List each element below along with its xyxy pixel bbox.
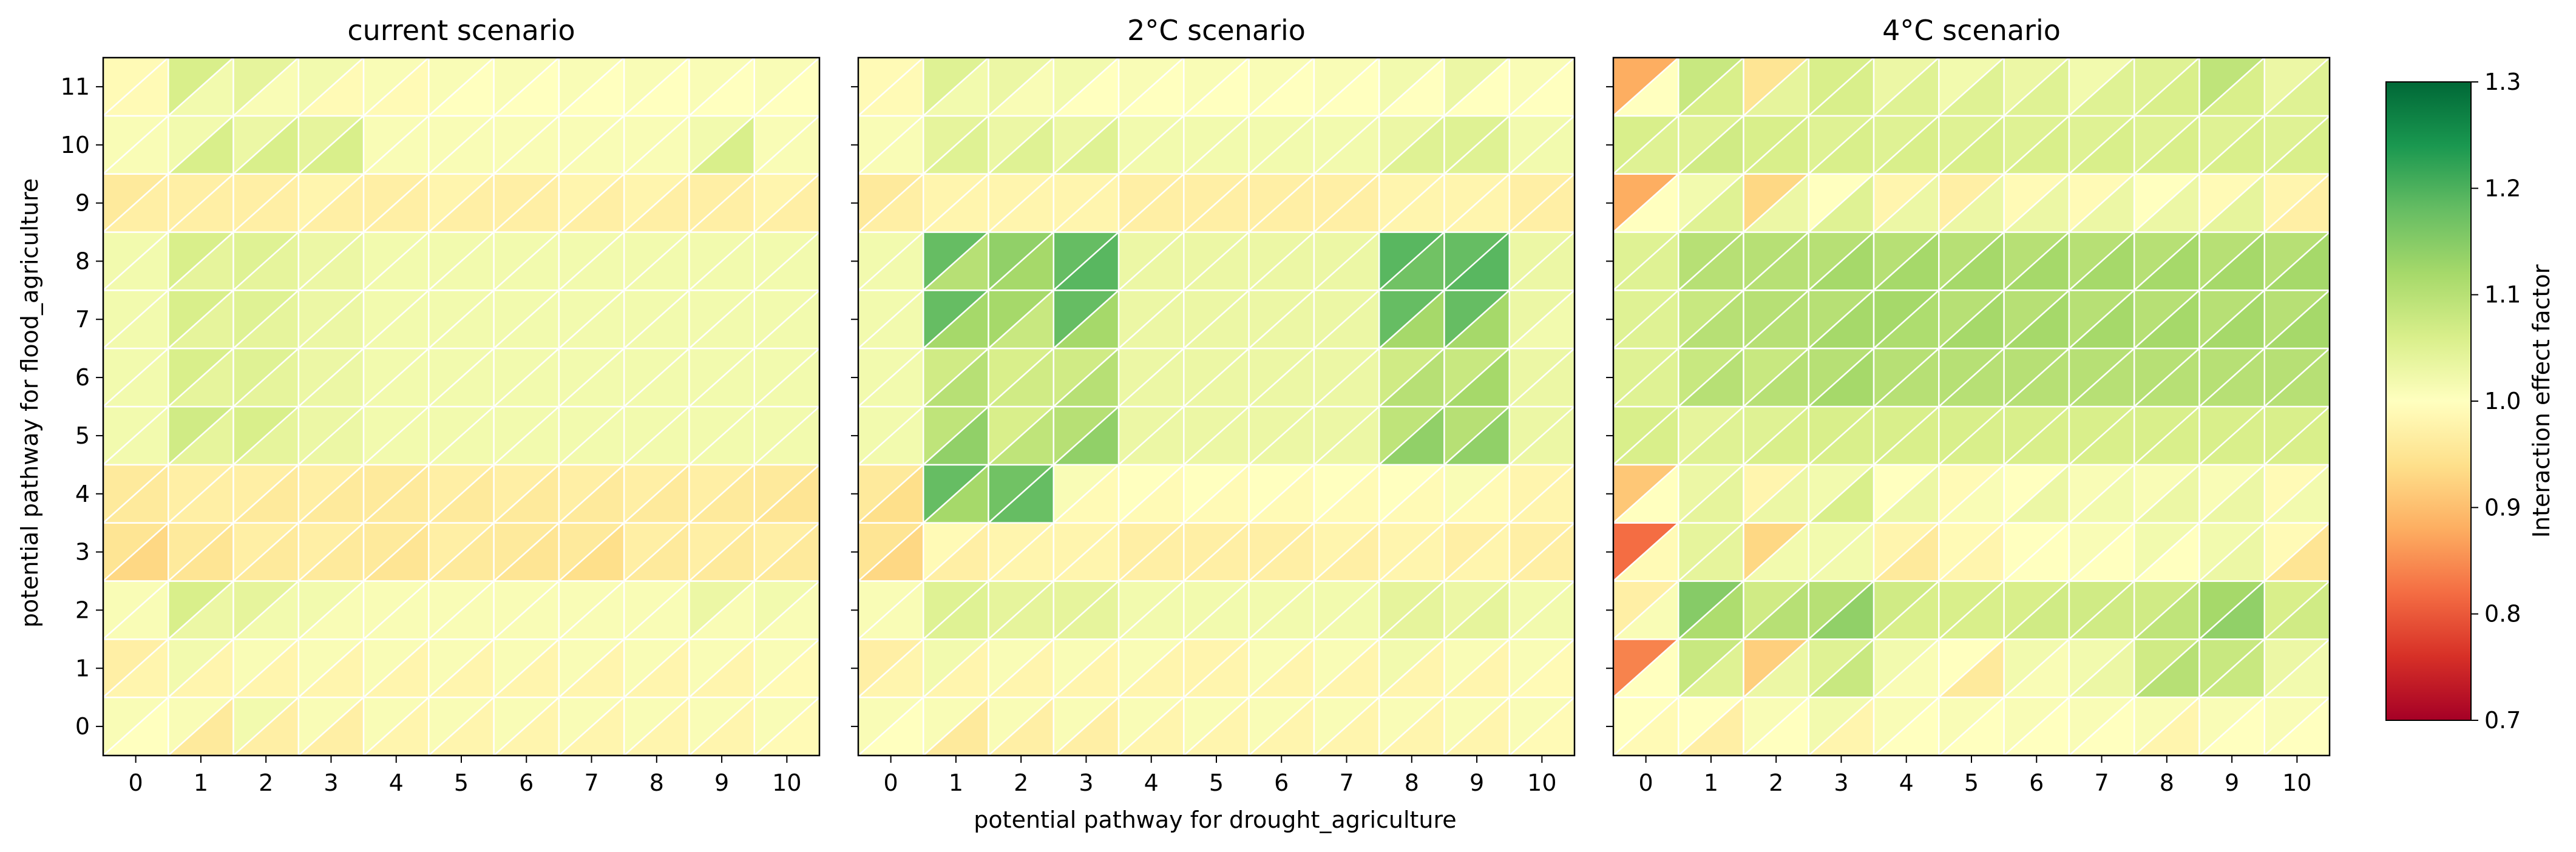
y-tick-label: 3 [75, 539, 90, 566]
x-tick-label: 3 [1834, 769, 1848, 796]
x-tick-label: 2 [259, 769, 273, 796]
y-tick-label: 0 [75, 713, 90, 740]
x-tick-label: 7 [2094, 769, 2109, 796]
y-tick-label: 5 [75, 422, 90, 449]
colorbar-tick-label: 1.2 [2484, 175, 2521, 201]
x-tick-label: 6 [1274, 769, 1289, 796]
x-tick-label: 4 [389, 769, 404, 796]
colorbar-tick-label: 1.0 [2484, 388, 2521, 414]
x-tick-label: 9 [714, 769, 729, 796]
x-tick-label: 8 [1405, 769, 1419, 796]
x-tick-label: 1 [1704, 769, 1718, 796]
colorbar: 0.7 0.8 0.9 1.0 1.1 1.2 1.3 Interaction effect… [2385, 69, 2555, 734]
y-tick-label: 6 [75, 364, 90, 391]
x-tick-label: 0 [884, 769, 898, 796]
colorbar-tick-label: 0.7 [2484, 707, 2521, 734]
x-tick-label: 1 [194, 769, 208, 796]
panel-0: current scenario 0 1 2 3 4 5 6 7 8 9 10 0 1 2 3 4 5 6 7 8 9 10… [61, 14, 821, 796]
colorbar-tick-label: 1.3 [2484, 69, 2521, 95]
y-tick-label: 1 [75, 655, 90, 681]
y-tick-label: 7 [75, 306, 90, 333]
y-tick-label: 2 [75, 597, 90, 623]
x-tick-label: 0 [129, 769, 143, 796]
panel-title: current scenario [347, 14, 575, 47]
x-tick-label: 6 [519, 769, 534, 796]
x-tick-label: 5 [454, 769, 469, 796]
x-tick-label: 9 [1469, 769, 1484, 796]
x-tick-label: 0 [1639, 769, 1653, 796]
x-tick-label: 2 [1014, 769, 1028, 796]
x-tick-label: 4 [1899, 769, 1914, 796]
heatmap-cells [857, 56, 1576, 757]
x-tick-label: 5 [1209, 769, 1224, 796]
y-tick-label: 10 [61, 132, 90, 158]
colorbar-label: Interaction effect factor [2528, 264, 2555, 538]
y-tick-label: 11 [61, 73, 90, 100]
y-axis-label: potential pathway for flood_agriculture [16, 178, 43, 628]
x-tick-label: 2 [1769, 769, 1783, 796]
x-axis-label: potential pathway for drought_agricultur… [974, 806, 1456, 833]
heatmap-cells [1612, 56, 2331, 757]
x-tick-label: 7 [584, 769, 598, 796]
x-tick-label: 10 [772, 769, 801, 796]
y-tick-label: 8 [75, 248, 90, 274]
colorbar-gradient [2385, 81, 2472, 721]
colorbar-tick-label: 0.9 [2484, 494, 2521, 521]
x-tick-label: 1 [949, 769, 963, 796]
x-tick-label: 5 [1964, 769, 1979, 796]
heatmap-cells [102, 56, 821, 757]
colorbar-tick-label: 0.8 [2484, 601, 2521, 627]
panel-title: 2°C scenario [1127, 14, 1306, 47]
colorbar-tick-label: 1.1 [2484, 282, 2521, 308]
panel-title: 4°C scenario [1882, 14, 2061, 47]
x-tick-label: 6 [2029, 769, 2044, 796]
y-tick-label: 9 [75, 190, 90, 217]
x-tick-label: 8 [649, 769, 664, 796]
x-tick-label: 7 [1339, 769, 1354, 796]
x-tick-label: 8 [2160, 769, 2174, 796]
y-tick-label: 4 [75, 481, 90, 507]
x-tick-label: 10 [1527, 769, 1556, 796]
panel-1: 2°C scenario 0 1 2 3 4 5 6 7 8 9 10 [851, 14, 1576, 796]
panel-2: 4°C scenario 0 1 2 3 4 5 6 7 8 9 10 [1606, 14, 2331, 796]
x-tick-label: 9 [2225, 769, 2239, 796]
x-tick-label: 3 [1079, 769, 1093, 796]
x-tick-label: 10 [2282, 769, 2311, 796]
x-tick-label: 4 [1144, 769, 1159, 796]
x-tick-label: 3 [324, 769, 338, 796]
